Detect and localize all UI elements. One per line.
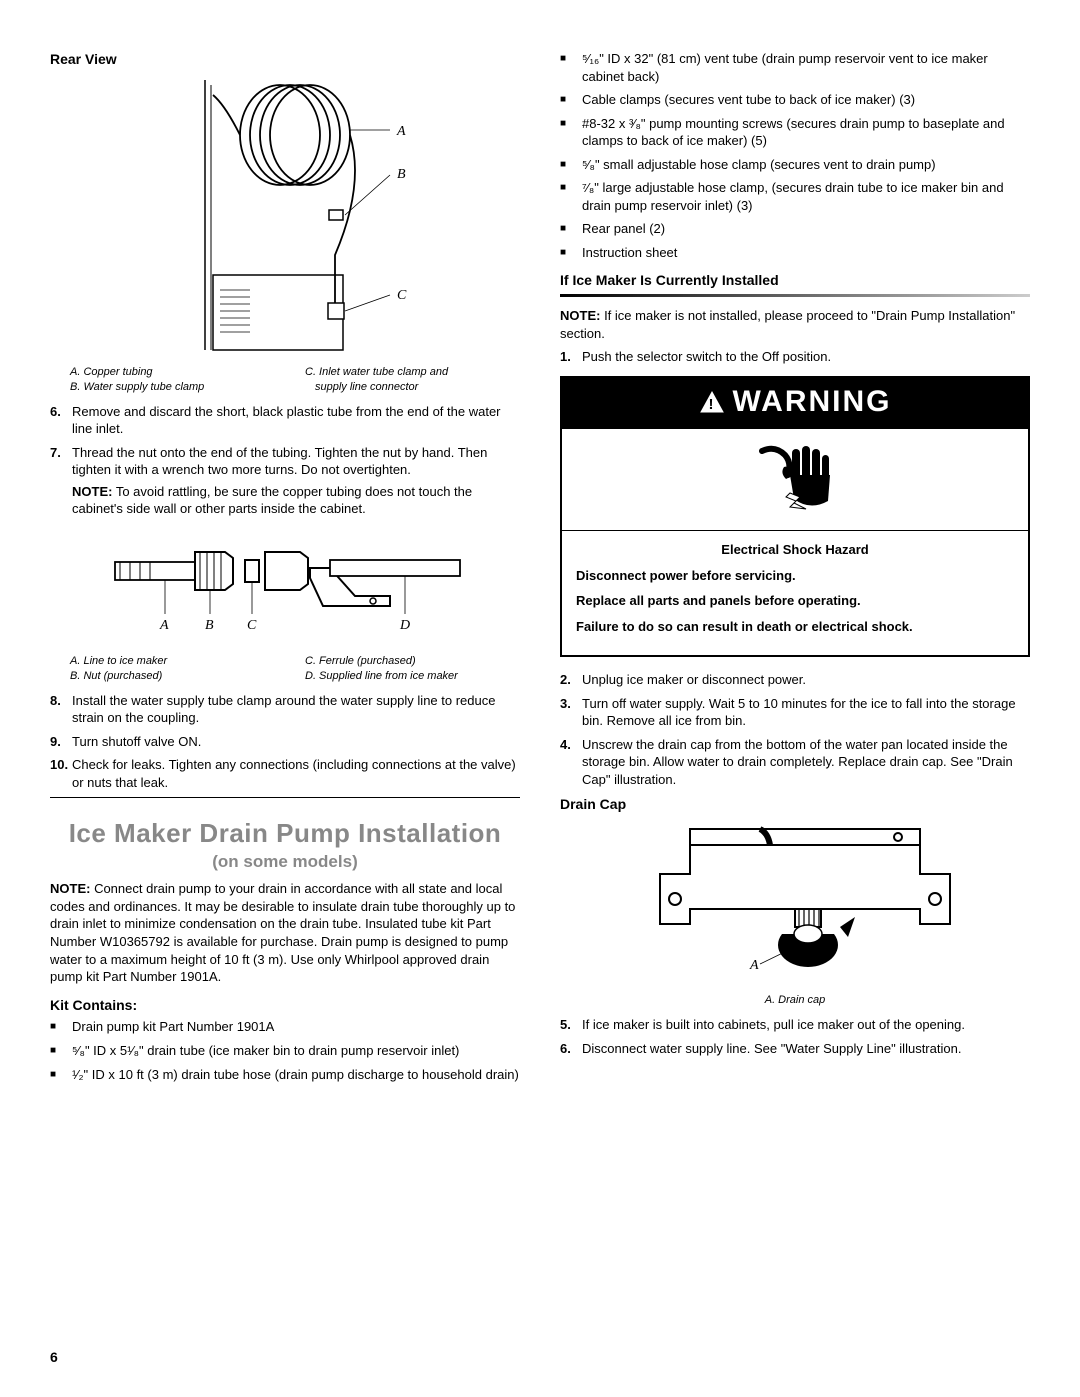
kit-list-right: ⁵⁄₁₆" ID x 32" (81 cm) vent tube (drain … [560, 50, 1030, 261]
svg-text:A: A [159, 618, 169, 633]
rear-view-caption: A. Copper tubing B. Water supply tube cl… [50, 363, 520, 403]
steps-2-4: 2.Unplug ice maker or disconnect power. … [560, 671, 1030, 788]
kit-list-left: Drain pump kit Part Number 1901A ⁵⁄₈" ID… [50, 1018, 520, 1083]
drain-cap-title: Drain Cap [560, 795, 1030, 814]
svg-text:A: A [749, 958, 759, 973]
warning-triangle-icon: ! [699, 390, 725, 414]
svg-text:A: A [396, 124, 406, 139]
svg-text:C: C [247, 618, 257, 633]
rear-view-figure: A B C [50, 75, 520, 355]
shock-hand-icon [750, 441, 840, 516]
step-3: 3.Turn off water supply. Wait 5 to 10 mi… [560, 695, 1030, 730]
steps-6-7: 6.Remove and discard the short, black pl… [50, 403, 520, 518]
steps-8-10: 8.Install the water supply tube clamp ar… [50, 692, 520, 792]
kit-contains-title: Kit Contains: [50, 996, 520, 1015]
drain-pump-subtitle: (on some models) [50, 851, 520, 874]
svg-text:C: C [397, 288, 407, 303]
svg-text:!: ! [708, 396, 715, 413]
svg-text:B: B [397, 167, 406, 182]
step-8: 8.Install the water supply tube clamp ar… [50, 692, 520, 727]
fitting-caption: A. Line to ice maker B. Nut (purchased) … [50, 652, 520, 692]
gradient-rule [560, 294, 1030, 297]
warning-banner: ! WARNING [562, 378, 1028, 429]
step-1: 1.Push the selector switch to the Off po… [560, 348, 1030, 366]
rear-view-title: Rear View [50, 50, 520, 69]
warning-box: ! WARNING [560, 376, 1030, 657]
steps-5-6: 5.If ice maker is built into cabinets, p… [560, 1016, 1030, 1057]
page-number: 6 [50, 1348, 58, 1367]
installed-note: NOTE: If ice maker is not installed, ple… [560, 307, 1030, 342]
shock-icon-area [562, 429, 1028, 532]
right-column: ⁵⁄₁₆" ID x 32" (81 cm) vent tube (drain … [560, 50, 1030, 1089]
step-6b: 6.Disconnect water supply line. See "Wat… [560, 1040, 1030, 1058]
drain-cap-figure: A A. Drain cap [560, 819, 1030, 1008]
drain-pump-title: Ice Maker Drain Pump Installation [50, 816, 520, 851]
divider [50, 797, 520, 798]
step-2: 2.Unplug ice maker or disconnect power. [560, 671, 1030, 689]
step-10: 10.Check for leaks. Tighten any connecti… [50, 756, 520, 791]
step-6: 6.Remove and discard the short, black pl… [50, 403, 520, 438]
fitting-figure: A B C D [50, 524, 520, 644]
step-5: 5.If ice maker is built into cabinets, p… [560, 1016, 1030, 1034]
step-9: 9.Turn shutoff valve ON. [50, 733, 520, 751]
step-4: 4.Unscrew the drain cap from the bottom … [560, 736, 1030, 789]
step-7: 7. Thread the nut onto the end of the tu… [50, 444, 520, 518]
drain-cap-caption: A. Drain cap [560, 993, 1030, 1008]
svg-text:B: B [205, 618, 214, 633]
if-installed-title: If Ice Maker Is Currently Installed [560, 271, 1030, 290]
step-1-list: 1.Push the selector switch to the Off po… [560, 348, 1030, 366]
warning-text: Electrical Shock Hazard Disconnect power… [562, 531, 1028, 655]
svg-text:D: D [399, 618, 410, 633]
drain-note: NOTE: Connect drain pump to your drain i… [50, 880, 520, 985]
left-column: Rear View [50, 50, 520, 1089]
